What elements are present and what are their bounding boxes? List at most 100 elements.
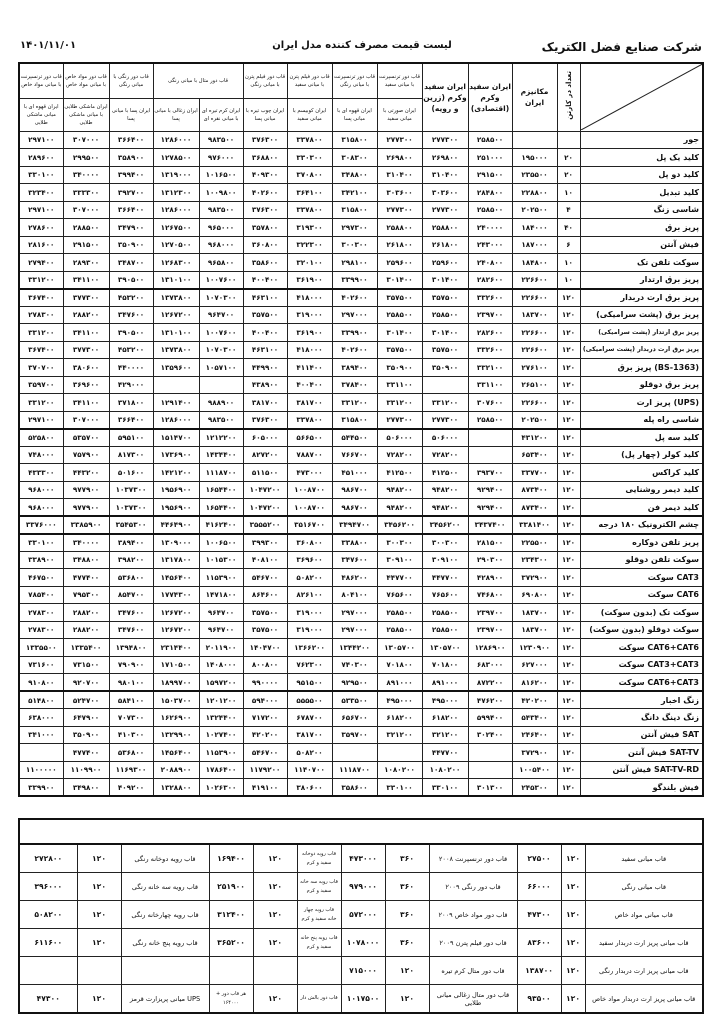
price-cell: ۴۰۲۶۰۰	[242, 183, 288, 202]
price-cell: ۹۲۰۷۰۰	[62, 673, 110, 692]
price-cell: ۴۹۵۰۰۰	[376, 690, 423, 709]
frame-name: قاب رویه دوخانه رنگی	[120, 843, 210, 873]
price-cell: ۳۴۷۶۰۰	[331, 550, 378, 569]
frame-name	[120, 956, 210, 985]
price-cell: ۴۵۳۲۰۰	[108, 288, 154, 307]
price-cell: ۳۳۱۲۰۰	[331, 393, 378, 412]
table-row: ۲۹۷۱۰۰ ۳۰۷۰۰۰ ۳۶۶۴۰۰ ۱۲۸۶۰۰۰ ۹۸۳۵۰۰ ۳۷۶۳۰۰ ۳۳۷…	[18, 200, 704, 219]
table-row: ۷۸۵۴۰۰ ۷۹۵۳۰۰ ۸۵۴۷۰۰ ۱۷۷۴۳۰۰ ۱۴۷۱۸۰۰ ۸۶۴۶۰۰ ۸۲…	[18, 585, 704, 604]
table-row: ۲۹۷۱۰۰ ۳۰۷۰۰۰ ۳۶۶۴۰۰ ۱۲۸۶۰۰۰ ۹۸۳۵۰۰ ۳۷۶۳۰۰ ۳۳۷…	[18, 130, 704, 149]
carton-count: ۱۲۰	[556, 585, 581, 604]
price-cell: ۳۰۱۴۰۰	[376, 270, 423, 290]
frame-count: ۱۲۰	[76, 872, 122, 901]
price-cell: ۱۳۲۸۸۰۰	[152, 778, 200, 797]
sub-header: ایران کرم تیره ای با میانی نقره ای	[198, 97, 244, 132]
product-name: پریز برق	[579, 218, 704, 237]
price-cell: ۵۳۳۵۰۰	[331, 690, 378, 709]
price-cell: ۱۳۴۴۲۰۰	[331, 638, 378, 657]
carton-count: ۱۲۰	[556, 340, 581, 359]
carton-count: ۱۲۰	[556, 638, 581, 657]
price-cell: ۳۳۱۱۰۰	[376, 375, 423, 394]
price-cell: ۳۴۸۸۰۰	[331, 165, 378, 184]
price-cell: ۴۲۰۲۰۰	[242, 725, 288, 744]
price-cell: ۸۰۴۱۰۰	[331, 585, 378, 604]
frame-name: قاب رویه سه خانه سفید و کرم	[296, 872, 342, 901]
frame-name: قاب دور ترنسپرنت ۲۰۰۸	[428, 843, 518, 873]
table-row: ۹۶۸۰۰۰ ۹۷۷۹۰۰ ۱۰۳۷۳۰۰ ۱۹۵۶۹۰۰ ۱۶۵۴۴۰۰ ۱۰۴۷۲۰۰…	[18, 498, 704, 517]
carton-count: ۱۲۰	[556, 743, 581, 762]
table-row: ۳۲۳۴۰۰ ۳۳۳۳۰۰ ۳۹۲۷۰۰ ۱۳۱۲۳۰۰ ۱۰۰۹۸۰۰ ۴۰۲۶۰۰ ۳۶…	[18, 183, 704, 202]
product-name: سوکت تک (بدون سوکت)	[579, 603, 704, 622]
price-cell: ۲۷۸۳۰۰	[18, 603, 64, 622]
frame-price: ۲۷۲۸۰۰	[18, 843, 78, 873]
price-cell: ۵۹۹۴۰۰	[467, 708, 513, 727]
carton-count: ۱۲۰	[556, 725, 581, 744]
price-cell: ۳۵۰۹۰۰	[108, 235, 154, 254]
company-name: شرکت صنایع فضل الکتریک	[541, 40, 702, 54]
carton-count: ۱۲۰	[556, 428, 581, 447]
price-cell: ۳۰۳۶۰۰	[376, 183, 423, 202]
frame-count: ۱۲۰	[560, 900, 586, 929]
price-cell: ۳۷۰۷۰۰	[18, 358, 64, 377]
price-cell: ۲۵۸۵۰۰	[467, 130, 513, 149]
frame-price: ۶۶۰۰۰	[516, 872, 562, 901]
frame-price: ۱۳۸۷۰۰	[516, 956, 562, 985]
price-cell: ۲۵۸۵۰۰	[376, 620, 423, 639]
frame-price: ۴۷۳۰۰	[18, 984, 78, 1014]
price-cell: ۹۶۴۷۰۰	[198, 305, 244, 324]
table-row: ۵۱۴۸۰۰ ۵۲۴۷۰۰ ۵۸۴۱۰۰ ۱۵۰۳۷۰۰ ۱۲۰۱۲۰۰ ۵۹۴۰۰۰ ۵۵…	[18, 690, 704, 709]
price-cell: ۴۴۷۷۰۰	[376, 568, 423, 587]
price-cell: ۳۳۱۲۰۰	[18, 270, 64, 290]
price-cell: ۳۴۳۷۴۰۰	[467, 515, 513, 535]
price-cell: ۳۵۷۵۰۰	[242, 620, 288, 639]
price-cell: ۴۴۳۲۰۰	[62, 463, 110, 482]
price-cell: ۳۵۹۷۰۰	[18, 375, 64, 394]
price-cell: ۵۰۶۰۰۰	[376, 428, 423, 447]
carton-count: ۶	[556, 235, 581, 254]
price-cell: ۲۲۶۶۰۰	[511, 393, 558, 412]
product-name: کلید کراکس	[579, 463, 704, 482]
frame-price: ۱۰۷۸۰۰۰	[340, 928, 386, 957]
carton-count: ۱۲۰	[556, 760, 581, 779]
price-cell: ۳۳۸۱۴۰۰	[511, 515, 558, 535]
table-row: ۳۳۸۹۰۰ ۳۴۸۸۰۰ ۳۹۸۲۰۰ ۱۳۱۷۸۰۰ ۱۰۱۵۳۰۰ ۴۰۸۱۰۰ ۳۶…	[18, 550, 704, 569]
price-cell: ۳۳۸۵۹۰۰	[62, 515, 110, 535]
price-cell: ۳۹۹۳۰۰	[242, 533, 288, 552]
frame-row: ۵۰۸۲۰۰ ۱۲۰ قاب رویه چهارخانه رنگی ۳۱۲۴۰۰ ۱۲۰…	[18, 900, 704, 929]
product-name: شاسی زنگ	[579, 200, 704, 219]
price-cell: ۳۶۶۴۰۰	[108, 410, 154, 430]
price-cell: ۳۱۹۳۰۰	[286, 218, 333, 237]
frame-price: ۴۷۳۰۰	[516, 900, 562, 929]
col-header: قاب دور فیلم پترن با میانی رنگی	[242, 62, 288, 99]
table-row: ۳۳۰۱۰۰ ۳۴۰۰۰۰ ۳۸۹۴۰۰ ۱۳۰۹۰۰۰ ۱۰۰۶۵۰۰ ۳۹۹۳۰۰ ۳۶…	[18, 533, 704, 552]
price-cell: ۳۰۷۶۰۰	[467, 393, 513, 412]
price-cell: ۹۷۷۹۰۰	[62, 480, 110, 499]
price-cell: ۹۴۸۲۰۰	[421, 498, 469, 517]
price-cell: ۲۶۱۸۰۰	[421, 235, 469, 254]
price-cell: ۱۵۱۴۷۰۰	[152, 428, 200, 447]
frame-name: قاب دور متال کرم تیره	[428, 956, 518, 985]
price-cell	[376, 743, 423, 762]
price-cell: ۳۲۰۱۰۰	[286, 253, 333, 272]
price-cell: ۱۲۰۱۲۰۰	[198, 690, 244, 709]
price-cell: ۷۳۱۵۰۰	[62, 655, 110, 674]
price-cell: ۱۸۴۸۰۰	[511, 253, 558, 272]
price-cell: ۱۷۱۰۵۰۰	[152, 655, 200, 674]
price-cell: ۱۳۲۴۴۰۰	[198, 708, 244, 727]
product-name: کلید دیمر فن	[579, 498, 704, 517]
frame-row: ۷۱۵۰۰۰ ۱۲۰ قاب دور متال کرم تیره ۱۳۸۷۰۰ ۱۲۰ ق…	[18, 956, 704, 985]
price-cell: ۷۸۸۷۰۰	[286, 445, 333, 464]
carton-count: ۱۲۰	[556, 533, 581, 552]
price-cell: ۸۹۱۰۰۰	[421, 673, 469, 692]
table-row: ۷۳۱۶۰۰ ۷۳۱۵۰۰ ۷۹۰۹۰۰ ۱۷۱۰۵۰۰ ۱۴۰۸۰۰۰ ۸۰۰۸۰۰ ۷۶…	[18, 655, 704, 674]
price-cell: ۲۵۸۵۰۰	[421, 305, 469, 324]
price-cell: ۳۸۱۷۰۰	[242, 393, 288, 412]
table-row: ۴۶۷۵۰۰ ۴۷۷۴۰۰ ۵۳۶۸۰۰ ۱۴۵۶۴۰۰ ۱۱۵۳۹۰۰ ۵۴۶۷۰۰ ۵۰…	[18, 568, 704, 587]
frame-name: قاب دور بالش دار	[296, 984, 342, 1014]
price-cell: ۵۵۵۵۰۰	[286, 690, 333, 709]
price-cell: ۳۱۵۸۰۰	[331, 410, 378, 430]
price-cell: ۳۴۱۰۰۰	[18, 725, 64, 744]
price-cell: ۱۴۷۱۸۰۰	[198, 585, 244, 604]
price-cell: ۱۴۵۶۴۰۰	[152, 743, 200, 762]
price-cell: ۳۵۷۵۰۰	[242, 305, 288, 324]
